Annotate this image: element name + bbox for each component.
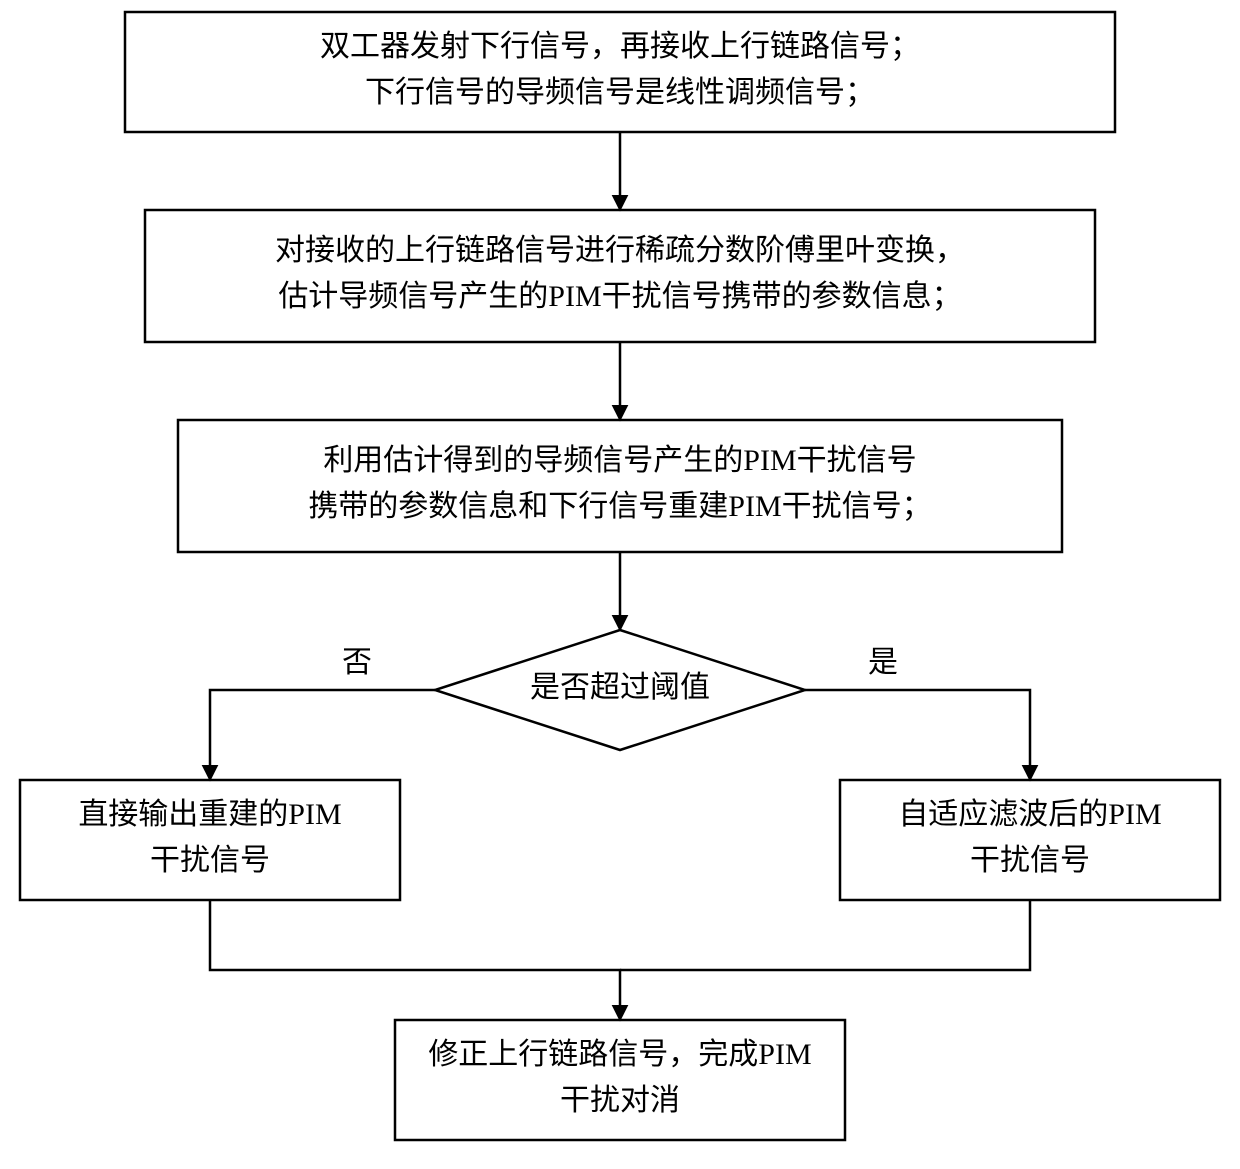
node-step3 bbox=[178, 420, 1062, 552]
edge-e6 bbox=[210, 900, 620, 1020]
edge-e5 bbox=[805, 690, 1030, 780]
svg-text:携带的参数信息和下行信号重建PIM干扰信号；: 携带的参数信息和下行信号重建PIM干扰信号； bbox=[308, 490, 931, 523]
svg-text:修正上行链路信号，完成PIM: 修正上行链路信号，完成PIM bbox=[428, 1038, 811, 1071]
edge-label-e5: 是 bbox=[868, 646, 898, 679]
svg-text:直接输出重建的PIM: 直接输出重建的PIM bbox=[78, 798, 341, 831]
edge-label-e4: 否 bbox=[342, 646, 372, 679]
svg-text:双工器发射下行信号，再接收上行链路信号；: 双工器发射下行信号，再接收上行链路信号； bbox=[320, 30, 920, 63]
svg-text:估计导频信号产生的PIM干扰信号携带的参数信息；: 估计导频信号产生的PIM干扰信号携带的参数信息； bbox=[278, 280, 961, 313]
svg-text:下行信号的导频信号是线性调频信号；: 下行信号的导频信号是线性调频信号； bbox=[365, 76, 875, 109]
svg-text:利用估计得到的导频信号产生的PIM干扰信号: 利用估计得到的导频信号产生的PIM干扰信号 bbox=[323, 444, 916, 477]
node-step2 bbox=[145, 210, 1095, 342]
edge-e4 bbox=[210, 690, 435, 780]
svg-text:自适应滤波后的PIM: 自适应滤波后的PIM bbox=[898, 798, 1161, 831]
svg-text:干扰对消: 干扰对消 bbox=[560, 1084, 680, 1117]
svg-text:干扰信号: 干扰信号 bbox=[970, 844, 1090, 877]
svg-text:对接收的上行链路信号进行稀疏分数阶傅里叶变换，: 对接收的上行链路信号进行稀疏分数阶傅里叶变换， bbox=[275, 234, 965, 267]
edge-e7 bbox=[620, 900, 1030, 970]
svg-text:是否超过阈值: 是否超过阈值 bbox=[530, 671, 710, 704]
svg-text:干扰信号: 干扰信号 bbox=[150, 844, 270, 877]
